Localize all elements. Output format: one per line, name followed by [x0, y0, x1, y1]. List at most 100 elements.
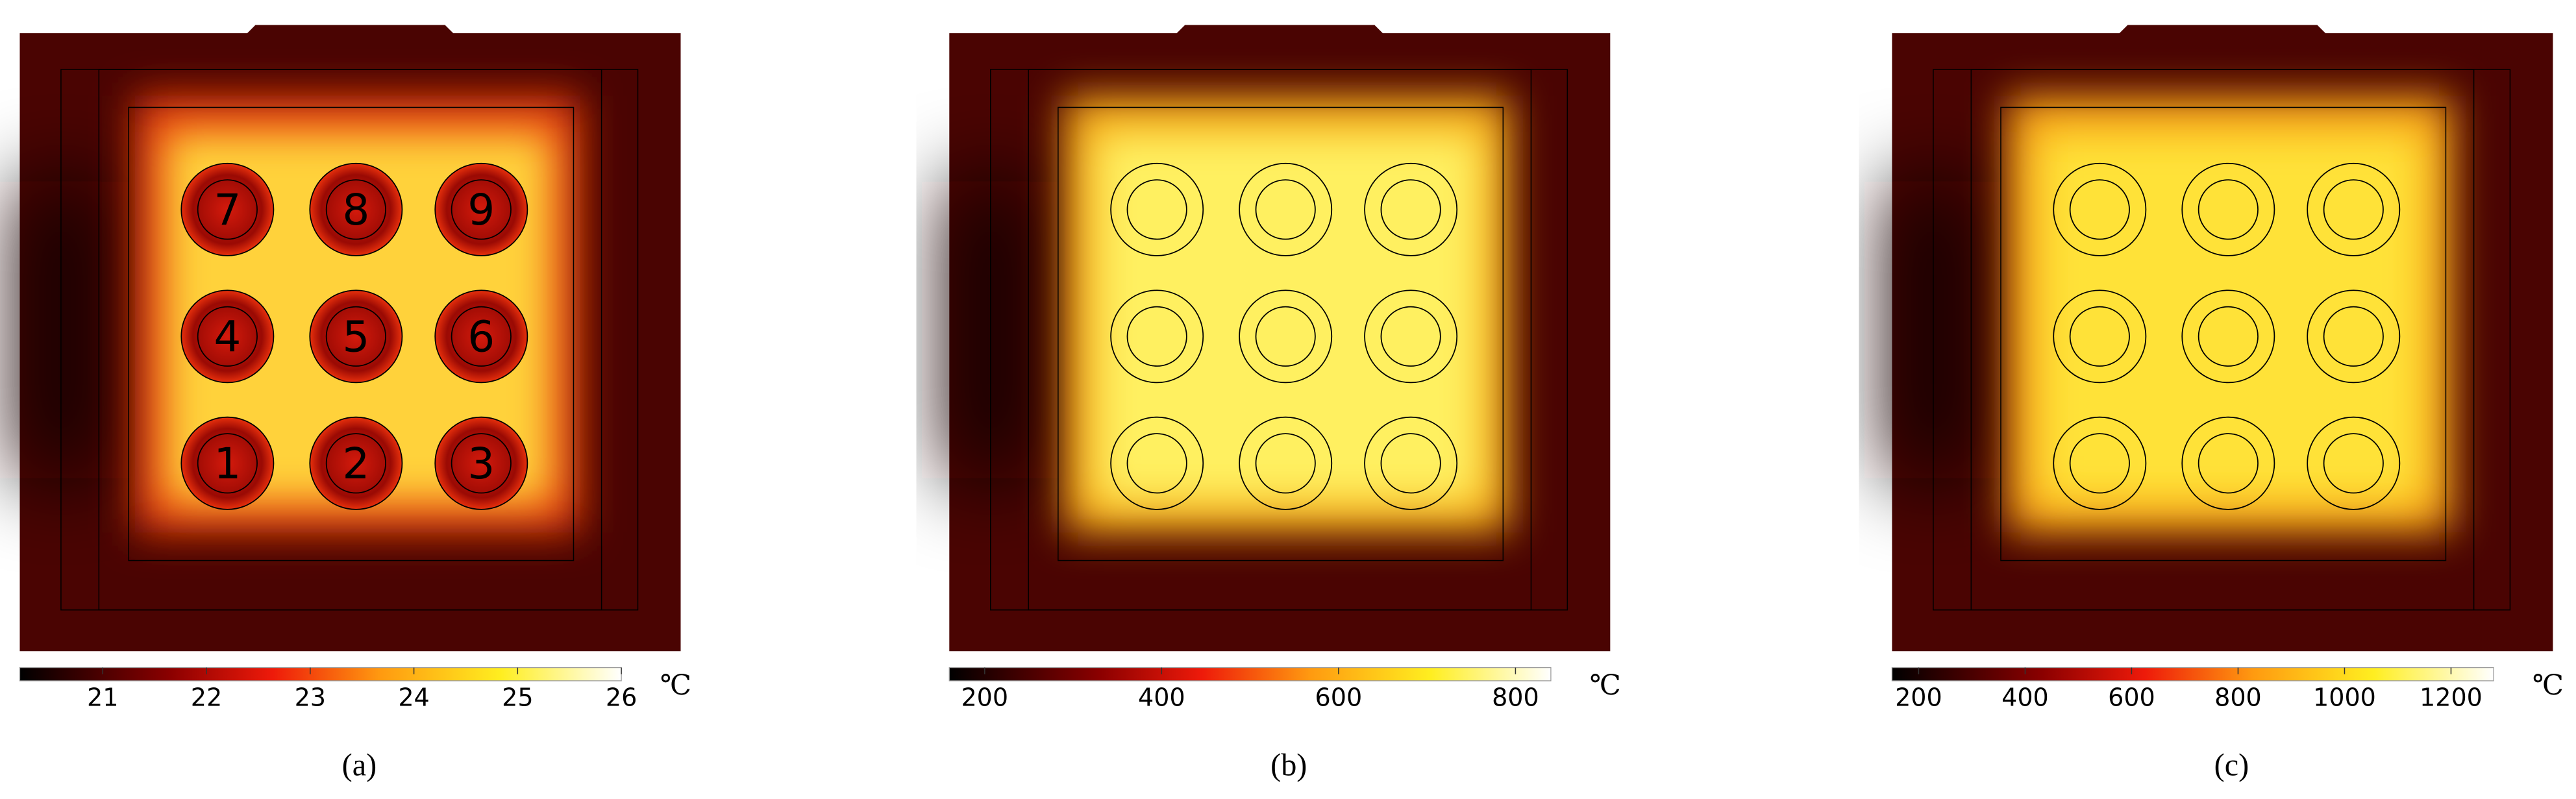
cell-label: 5	[342, 312, 369, 362]
tube-inner	[197, 433, 258, 494]
colorbar-tick-label: 25	[502, 683, 533, 711]
colorbar-tick-label: 400	[1138, 683, 1185, 711]
tube-outer	[1110, 162, 1204, 256]
cell-label: 2	[342, 439, 369, 489]
glow-inner	[1094, 132, 1482, 503]
tube-outer	[180, 416, 275, 510]
colorbar-tick-label: 200	[1895, 683, 1942, 711]
colorbar-tick-label: 26	[606, 683, 637, 711]
tube-outer	[2307, 162, 2401, 256]
cell-label: 4	[214, 312, 241, 362]
colorbar-unit: ℃	[660, 669, 691, 702]
colorbar-tick-label: 24	[398, 683, 429, 711]
colorbar	[1891, 667, 2494, 682]
tube-inner	[1126, 179, 1187, 240]
cell-label: 9	[467, 185, 495, 235]
tube-outer	[1110, 416, 1204, 510]
frame-line	[128, 106, 575, 561]
cell-label: 7	[214, 185, 241, 235]
tube-outer	[2053, 289, 2147, 384]
tube-outer	[1364, 162, 1458, 256]
tube-outer	[2053, 162, 2147, 256]
tube-inner	[2198, 306, 2259, 367]
tube-outer	[2181, 289, 2275, 384]
tube-inner	[451, 306, 512, 367]
panel-label: (c)	[2214, 748, 2249, 783]
tube-inner	[1380, 306, 1441, 367]
tube-inner	[2323, 179, 2384, 240]
tube-inner	[1255, 306, 1316, 367]
tube-inner	[1380, 179, 1441, 240]
frame-line	[1970, 69, 2475, 611]
tube-inner	[451, 179, 512, 240]
panel-label: (b)	[1270, 748, 1307, 783]
tube-outer	[1364, 416, 1458, 510]
tube-inner	[2323, 306, 2384, 367]
tube-inner	[325, 433, 386, 494]
frame-line	[98, 69, 602, 611]
frame-line	[2000, 106, 2447, 561]
colorbar-tick-label: 800	[1492, 683, 1539, 711]
tube-inner	[1255, 433, 1316, 494]
tube-outer	[2181, 162, 2275, 256]
colorbar-unit: ℃	[1590, 669, 1621, 702]
tube-outer	[434, 416, 528, 510]
cell-label: 3	[467, 439, 495, 489]
tube-outer	[309, 162, 403, 256]
tube-inner	[197, 179, 258, 240]
tube-inner	[1380, 433, 1441, 494]
cell-label: 1	[214, 439, 241, 489]
tube-outer	[1364, 289, 1458, 384]
tube-inner	[197, 306, 258, 367]
tube-outer	[434, 289, 528, 384]
tube-outer	[309, 416, 403, 510]
heatmap-panel: 200 400 600 800 ℃ (b)	[948, 25, 1621, 783]
colorbar-tick-label: 200	[961, 683, 1008, 711]
colorbar	[19, 667, 622, 682]
glow-inner	[2037, 132, 2425, 503]
tube-inner	[325, 179, 386, 240]
tube-inner	[2198, 433, 2259, 494]
colorbar-tick-label: 600	[2108, 683, 2155, 711]
panel-label: (a)	[342, 748, 377, 783]
colorbar-tick-label: 400	[2001, 683, 2049, 711]
colorbar-unit: ℃	[2533, 669, 2564, 702]
tube-outer	[1239, 289, 1333, 384]
tube-outer	[2307, 416, 2401, 510]
cell-label: 6	[467, 312, 495, 362]
tube-inner	[1126, 306, 1187, 367]
tube-inner	[2069, 433, 2130, 494]
tube-outer	[1239, 162, 1333, 256]
tube-outer	[434, 162, 528, 256]
colorbar-tick-label: 800	[2214, 683, 2262, 711]
tube-outer	[2181, 416, 2275, 510]
tube-inner	[2069, 179, 2130, 240]
frame-line	[1058, 106, 1504, 561]
tube-inner	[325, 306, 386, 367]
tube-inner	[1255, 179, 1316, 240]
tube-outer	[2053, 416, 2147, 510]
tube-outer	[309, 289, 403, 384]
tube-inner	[2323, 433, 2384, 494]
cell-label: 8	[342, 185, 369, 235]
frame-line	[1028, 69, 1532, 611]
heatmap-panel: 200 400 600 800 1000 1200 ℃ (c)	[1891, 25, 2564, 783]
tube-outer	[1239, 416, 1333, 510]
colorbar-tick-label: 23	[295, 683, 326, 711]
colorbar-tick-label: 600	[1315, 683, 1363, 711]
colorbar-tick-label: 1200	[2420, 683, 2483, 711]
tube-inner	[1126, 433, 1187, 494]
heatmap-panel: 7 8 94 5 61 2 321 22 23 24 25 26 ℃(a)	[19, 25, 691, 783]
tube-outer	[2307, 289, 2401, 384]
tube-inner	[2069, 306, 2130, 367]
tube-outer	[1110, 289, 1204, 384]
tube-inner	[2198, 179, 2259, 240]
tube-inner	[451, 433, 512, 494]
tube-outer	[180, 289, 275, 384]
tube-outer	[180, 162, 275, 256]
colorbar-tick-label: 21	[87, 683, 118, 711]
colorbar	[948, 667, 1552, 682]
colorbar-tick-label: 1000	[2313, 683, 2376, 711]
colorbar-tick-label: 22	[191, 683, 222, 711]
